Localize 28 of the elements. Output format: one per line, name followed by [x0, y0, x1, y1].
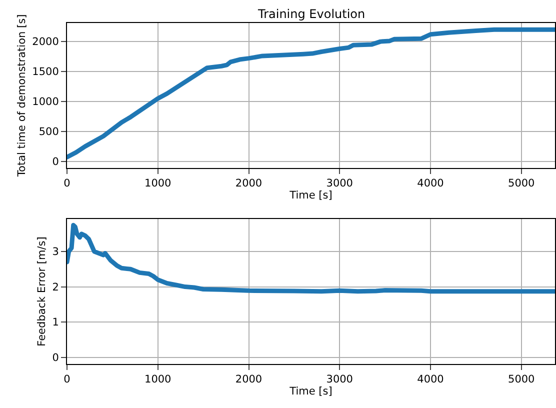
y-axis-title: Feedback Error [m/s]: [36, 236, 48, 346]
x-tick-label: 1000: [144, 178, 172, 190]
x-tick-label: 0: [64, 374, 70, 386]
x-tick-label: 2000: [235, 178, 262, 190]
x-tick-label: 0: [64, 178, 70, 190]
x-tick-label: 2000: [235, 374, 262, 386]
x-axis-title: Time [s]: [288, 190, 332, 202]
y-tick-label: 1000: [32, 96, 59, 108]
y-tick-label: 500: [38, 126, 59, 138]
y-tick-label: 2: [52, 281, 59, 294]
y-tick-label: 0: [52, 156, 59, 168]
x-tick-label: 4000: [417, 374, 444, 386]
x-axis-title: Time [s]: [288, 386, 332, 398]
x-tick-label: 3000: [326, 374, 353, 386]
line-series: [67, 27, 555, 160]
y-tick-label: 0: [52, 352, 59, 364]
chart-title: Training Evolution: [257, 7, 366, 21]
y-tick-label: 1: [52, 316, 59, 329]
line-series: [67, 222, 555, 294]
x-tick-label: 4000: [417, 178, 444, 190]
x-tick-label: 3000: [326, 178, 353, 190]
y-tick-label: 3: [52, 246, 59, 258]
x-tick-label: 5000: [508, 374, 535, 386]
y-tick-label: 1500: [32, 66, 59, 78]
x-tick-label: 5000: [508, 178, 535, 190]
x-tick-label: 1000: [144, 374, 172, 386]
y-axis-title: Total time of demonstration [s]: [16, 14, 28, 178]
y-tick-label: 2000: [32, 36, 59, 48]
